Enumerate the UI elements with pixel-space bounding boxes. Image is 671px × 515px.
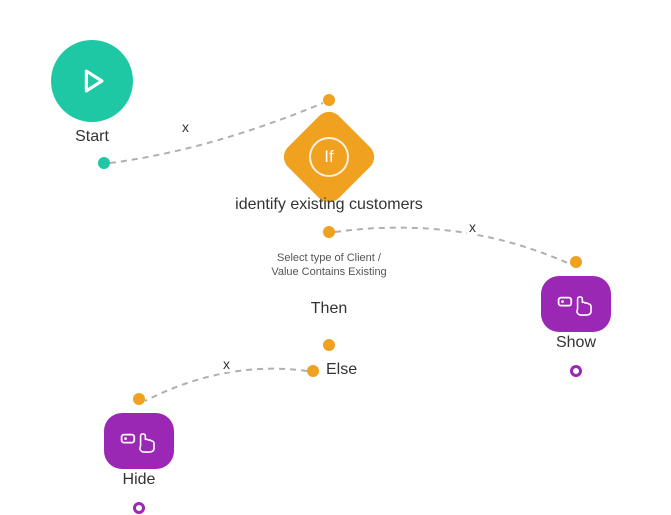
- play-icon: [75, 64, 109, 98]
- hide-in-port[interactable]: [133, 393, 145, 405]
- show-label: Show: [541, 334, 611, 352]
- show-in-port[interactable]: [570, 256, 582, 268]
- tap-gesture-icon: [557, 290, 595, 318]
- tap-gesture-icon: [120, 427, 158, 455]
- if-then-label: Then: [299, 300, 359, 318]
- start-label: Start: [52, 128, 132, 146]
- edge-delete-start-if[interactable]: x: [180, 119, 191, 135]
- if-then-port[interactable]: [323, 339, 335, 351]
- if-else-port[interactable]: [307, 365, 319, 377]
- show-node[interactable]: [541, 276, 611, 332]
- hide-node[interactable]: [104, 413, 174, 469]
- if-else-label: Else: [326, 361, 376, 379]
- flow-canvas: x x x Start If identify existing custome…: [0, 0, 671, 515]
- hide-label: Hide: [104, 471, 174, 489]
- if-then-condition-text: Select type of Client / Value Contains E…: [270, 252, 388, 280]
- edge-delete-then-show[interactable]: x: [467, 219, 478, 235]
- if-out-port[interactable]: [323, 226, 335, 238]
- edge-delete-else-hide[interactable]: x: [221, 356, 232, 372]
- if-in-port[interactable]: [323, 94, 335, 106]
- edge-else-to-hide: [145, 369, 307, 401]
- hide-out-port[interactable]: [133, 502, 145, 514]
- if-label: identify existing customers: [218, 196, 440, 214]
- if-inside-label: If: [309, 137, 349, 177]
- if-node[interactable]: If: [278, 106, 380, 208]
- start-out-port[interactable]: [98, 157, 110, 169]
- start-node[interactable]: [51, 40, 133, 122]
- show-out-port[interactable]: [570, 365, 582, 377]
